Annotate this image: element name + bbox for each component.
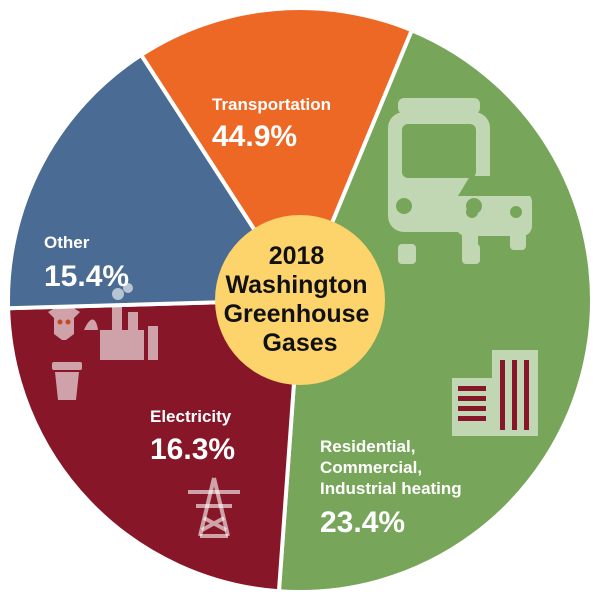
pie-slices bbox=[6, 6, 594, 594]
bus-and-car-icon-details bbox=[396, 124, 530, 218]
cow-factory-trash-icon bbox=[48, 283, 158, 400]
slice-value-residential: 23.4% bbox=[320, 506, 405, 539]
chart-title-line: Greenhouse bbox=[224, 300, 370, 328]
chart-title-line: Washington bbox=[225, 271, 367, 299]
slice-value-transportation: 44.9% bbox=[212, 120, 297, 153]
slice-label-other: Other bbox=[44, 233, 90, 252]
slice-value-electricity: 16.3% bbox=[150, 433, 235, 466]
chart-title-line: Gases bbox=[262, 329, 337, 357]
chart-title-line: 2018 bbox=[269, 242, 325, 270]
slice-label-residential: Residential, Commercial, Industrial heat… bbox=[320, 437, 462, 498]
pie-slice-electricity bbox=[6, 52, 302, 311]
pie-slice-residential bbox=[6, 298, 302, 594]
center-circle bbox=[215, 215, 385, 385]
power-tower-icon bbox=[188, 477, 240, 538]
chart-title: 2018 Washington Greenhouse Gases bbox=[224, 242, 377, 357]
pie-slice-other bbox=[139, 6, 414, 302]
slice-label-transportation: Transportation bbox=[212, 95, 331, 114]
slice-value-other: 15.4% bbox=[44, 260, 129, 293]
building-icon-windows bbox=[458, 360, 529, 430]
slice-label-electricity: Electricity bbox=[150, 407, 232, 426]
pie-slice-transportation bbox=[276, 28, 594, 594]
